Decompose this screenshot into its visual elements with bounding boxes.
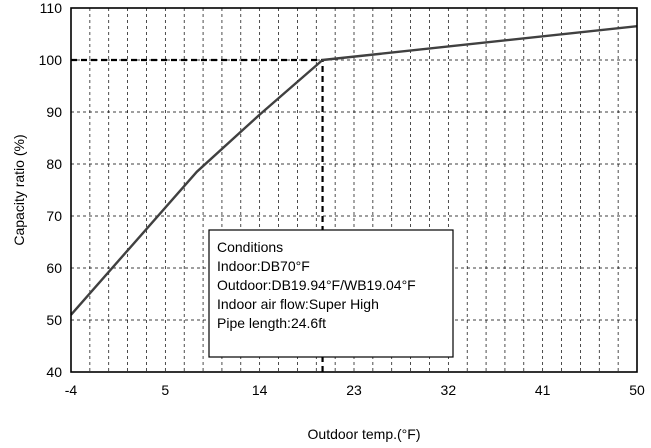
conditions-line: Indoor:DB70°F <box>217 258 310 274</box>
conditions-line: Pipe length:24.6ft <box>217 315 326 331</box>
conditions-box: Conditions Indoor:DB70°F Outdoor:DB19.94… <box>208 229 454 358</box>
x-tick-label: 41 <box>535 382 551 398</box>
y-tick-label: 70 <box>46 208 62 224</box>
series-lines <box>70 25 638 316</box>
conditions-line: Outdoor:DB19.94°F/WB19.04°F <box>217 277 416 293</box>
x-tick-label: 5 <box>161 382 169 398</box>
y-tick-label: 90 <box>46 104 62 120</box>
y-tick-label: 110 <box>40 0 63 16</box>
y-tick-label: 100 <box>39 52 63 68</box>
grid <box>71 8 637 372</box>
x-tick-labels: -4 5 14 23 32 41 50 <box>65 382 645 398</box>
conditions-line: Indoor air flow:Super High <box>217 296 379 312</box>
y-tick-label: 60 <box>46 260 62 276</box>
x-tick-label: 14 <box>252 382 268 398</box>
y-axis-title: Capacity ratio (%) <box>11 134 27 245</box>
x-tick-label: 23 <box>346 382 362 398</box>
y-tick-labels: 40 50 60 70 80 90 100 110 <box>39 0 63 380</box>
x-tick-label: 50 <box>629 382 645 398</box>
x-axis-title: Outdoor temp.(°F) <box>308 426 421 442</box>
plot-frame <box>70 7 638 373</box>
x-tick-label: 32 <box>441 382 457 398</box>
y-tick-label: 40 <box>46 364 62 380</box>
y-tick-label: 80 <box>46 156 62 172</box>
y-tick-label: 50 <box>46 312 62 328</box>
capacity-ratio-line <box>70 25 638 316</box>
conditions-box-frame <box>208 229 454 358</box>
x-tick-label: -4 <box>65 382 78 398</box>
conditions-line: Conditions <box>217 239 283 255</box>
